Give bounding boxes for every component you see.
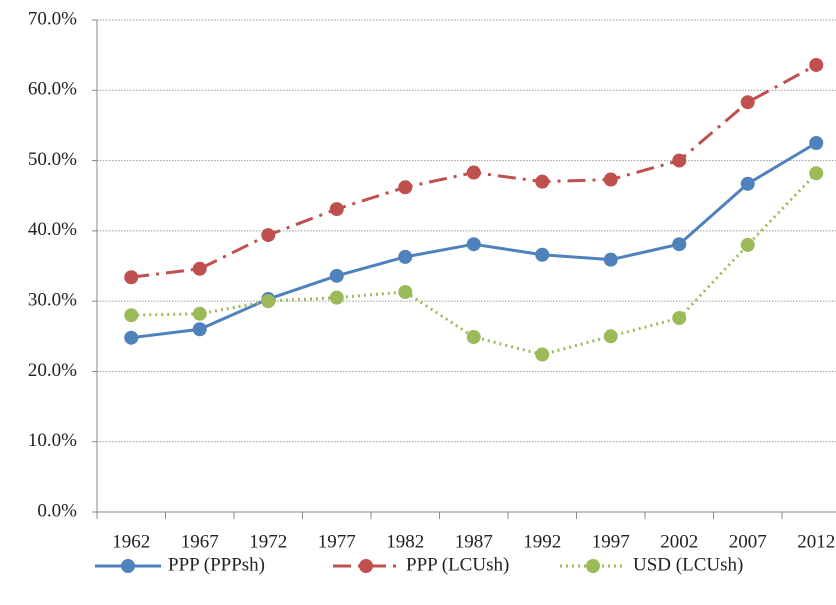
data-point	[809, 136, 824, 150]
y-tick-label: 50.0%	[28, 149, 77, 170]
data-point	[672, 237, 687, 252]
data-point	[603, 172, 618, 187]
data-point	[192, 261, 207, 276]
x-tick-label: 1977	[318, 531, 356, 552]
x-tick-label: 1962	[112, 531, 150, 552]
y-tick-label: 40.0%	[28, 219, 77, 240]
legend-label: USD (LCUsh)	[633, 554, 743, 575]
data-point	[535, 347, 550, 362]
y-tick-label: 30.0%	[28, 290, 77, 311]
data-point	[535, 174, 550, 189]
data-point	[329, 202, 344, 217]
data-point	[398, 285, 413, 300]
x-tick-label: 2012	[797, 531, 835, 552]
x-tick-label: 1972	[249, 531, 287, 552]
data-point	[603, 329, 618, 344]
x-tick-label: 1992	[523, 531, 561, 552]
legend-marker	[586, 559, 600, 573]
legend-label: PPP (PPPsh)	[168, 554, 265, 575]
legend-label: PPP (LCUsh)	[406, 554, 509, 575]
y-tick-label: 70.0%	[28, 8, 77, 29]
y-tick-label: 20.0%	[28, 360, 77, 381]
series-line	[131, 172, 818, 357]
y-tick-label: 10.0%	[28, 430, 77, 451]
x-tick-label: 2002	[660, 531, 698, 552]
data-point	[124, 330, 139, 345]
x-tick-label: 1987	[455, 531, 493, 552]
data-point	[740, 237, 755, 252]
data-point	[398, 249, 413, 264]
legend-marker	[359, 559, 373, 573]
data-point	[124, 308, 139, 323]
x-tick-label: 1997	[592, 531, 630, 552]
data-point	[398, 180, 413, 195]
data-point	[261, 294, 276, 309]
y-tick-label: 0.0%	[37, 500, 77, 521]
data-point	[466, 237, 481, 252]
x-tick-label: 1967	[181, 531, 219, 552]
data-point	[466, 165, 481, 180]
data-point	[535, 247, 550, 262]
data-point	[672, 311, 687, 326]
data-point	[192, 306, 207, 321]
data-point	[740, 95, 755, 110]
data-point	[740, 176, 755, 191]
data-point	[603, 252, 618, 267]
x-tick-label: 2007	[729, 531, 767, 552]
data-point	[261, 228, 276, 243]
data-point	[809, 57, 824, 72]
x-tick-label: 1982	[386, 531, 424, 552]
data-point	[192, 322, 207, 337]
data-point	[329, 290, 344, 305]
data-point	[809, 166, 824, 181]
data-point	[466, 329, 481, 344]
data-point	[329, 268, 344, 283]
data-point	[672, 153, 687, 168]
legend-marker	[121, 559, 135, 573]
y-tick-label: 60.0%	[28, 79, 77, 100]
data-point	[124, 270, 139, 285]
